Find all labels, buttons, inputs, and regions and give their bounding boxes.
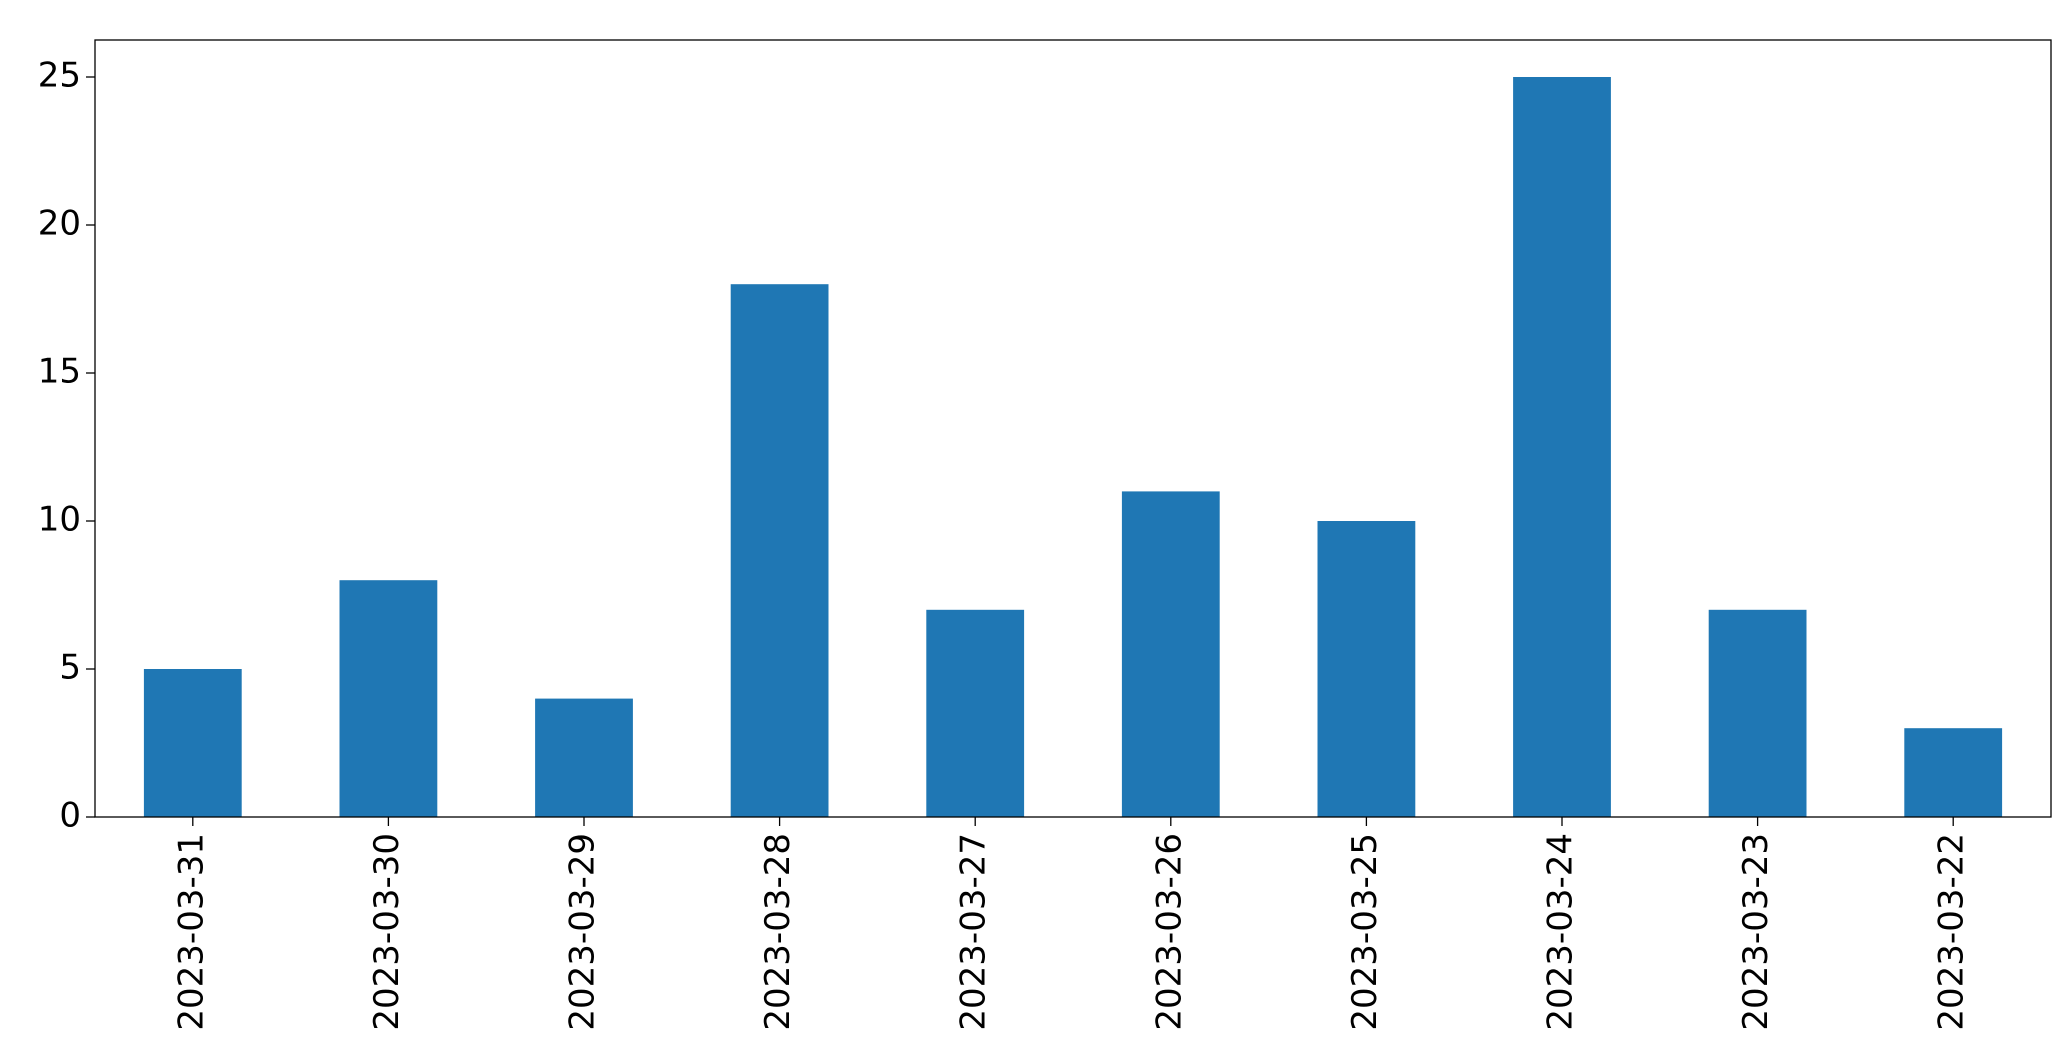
bar <box>1121 491 1220 817</box>
bar <box>926 609 1025 817</box>
y-tick-label: 25 <box>38 56 81 96</box>
y-tick-label: 0 <box>59 796 81 836</box>
x-tick-label: 2023-03-26 <box>1149 833 1189 1031</box>
bar <box>730 284 829 817</box>
x-tick-label: 2023-03-30 <box>367 833 407 1031</box>
y-tick-label: 10 <box>38 500 81 540</box>
x-tick-label: 2023-03-25 <box>1345 833 1385 1031</box>
bar <box>1904 728 2003 817</box>
x-tick-label: 2023-03-22 <box>1932 833 1972 1031</box>
x-tick-label: 2023-03-28 <box>758 833 798 1031</box>
x-tick-label: 2023-03-24 <box>1541 833 1581 1031</box>
x-tick-label: 2023-03-31 <box>171 833 211 1031</box>
y-tick-label: 5 <box>59 648 81 688</box>
bar <box>339 580 438 817</box>
bar <box>1317 521 1416 817</box>
x-tick-label: 2023-03-29 <box>563 833 603 1031</box>
bar <box>1708 609 1807 817</box>
x-tick-label: 2023-03-23 <box>1736 833 1776 1031</box>
y-tick-label: 15 <box>38 352 81 392</box>
bar <box>1513 77 1611 817</box>
y-tick-label: 20 <box>38 204 81 244</box>
bar <box>535 698 633 817</box>
plot-frame <box>94 39 2052 818</box>
x-tick-label: 2023-03-27 <box>954 833 994 1031</box>
bar <box>143 669 242 817</box>
